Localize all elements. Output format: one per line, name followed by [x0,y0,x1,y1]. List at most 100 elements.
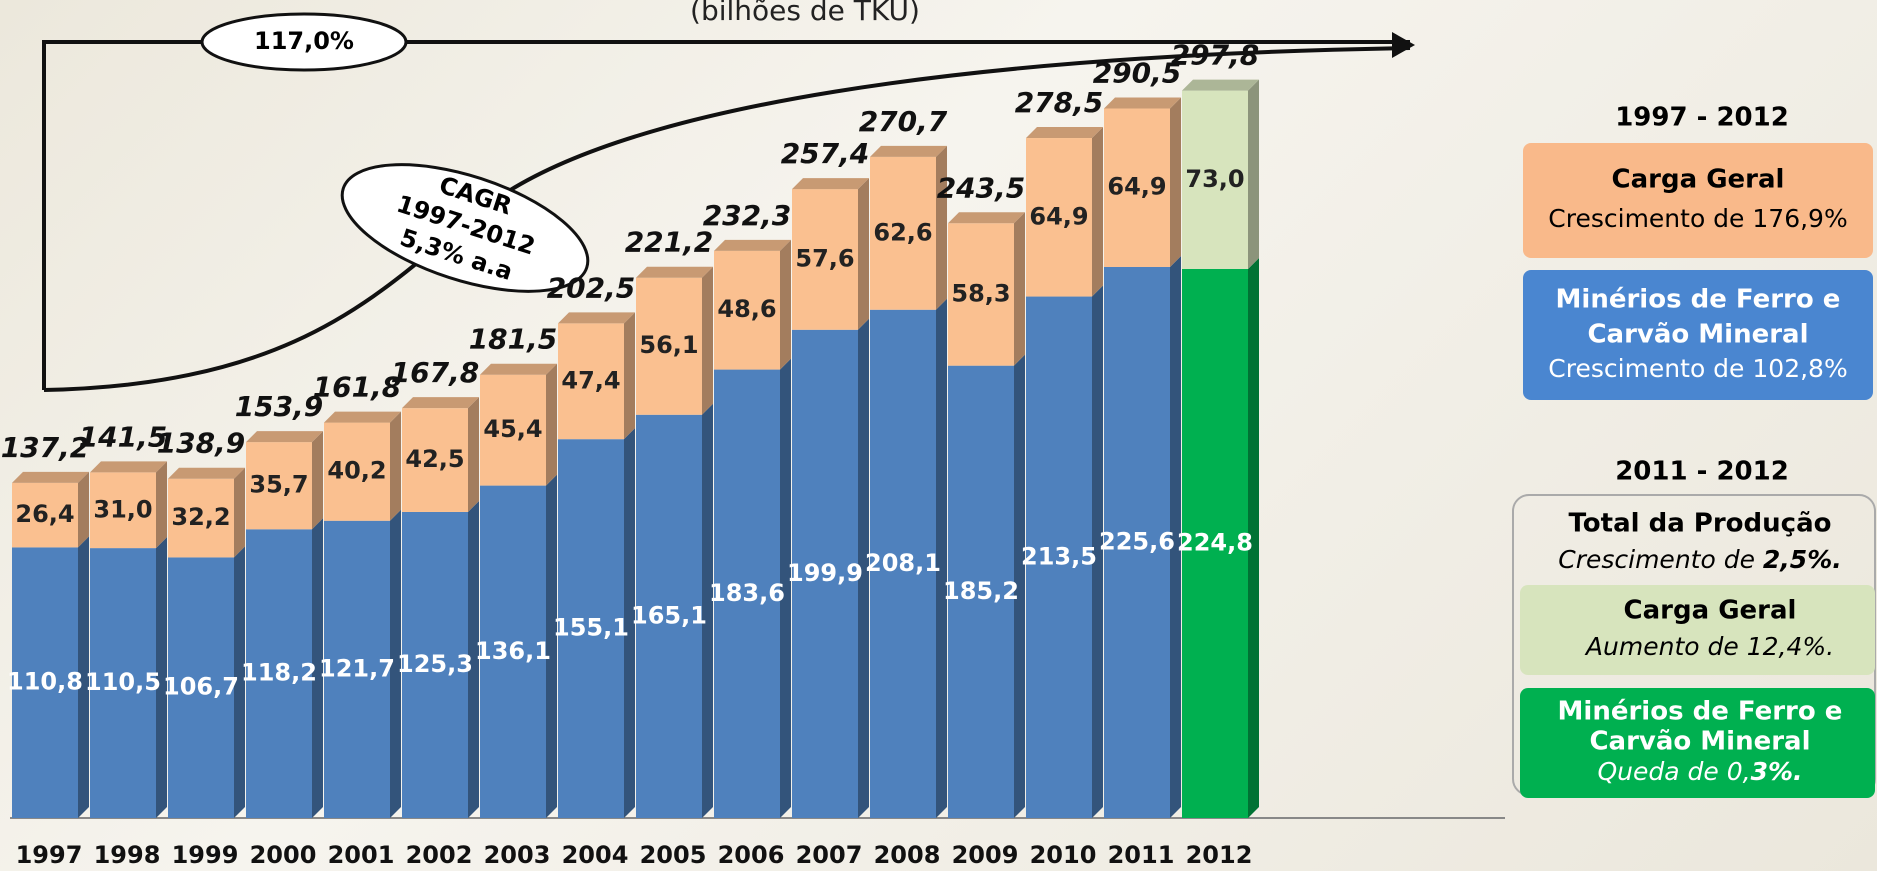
bar-side [858,178,869,330]
annotation: 117,0% [254,27,354,55]
x-tick-label: 2006 [718,841,785,869]
bar-side [234,468,245,558]
value-label: 110,8 [7,668,83,696]
value-label: 110,5 [85,668,161,696]
chart: (bilhões de TKU) 117,0% CAGR 1997-2012 5… [0,0,1877,871]
bar-top [636,267,713,278]
value-label: 213,5 [1021,542,1097,570]
x-tick-label: 2000 [250,841,317,869]
total-label: 167,8 [391,356,480,389]
x-tick-label: 1997 [16,841,83,869]
bar-top [792,178,869,189]
panel-title: Carvão Mineral [1589,727,1810,757]
value-label: 224,8 [1177,528,1253,556]
value-label: 58,3 [951,279,1010,307]
x-tick-label: 2012 [1186,841,1253,869]
x-tick-label: 2004 [562,841,629,869]
value-label: 208,1 [865,549,941,577]
value-label: 64,9 [1107,173,1166,201]
total-label: 181,5 [469,323,558,356]
bar-side [546,364,557,486]
value-label: 118,2 [241,659,317,687]
total-label: 257,4 [781,137,870,170]
value-label: 225,6 [1099,527,1175,555]
value-label: 47,4 [561,366,620,394]
x-tick-label: 2009 [952,841,1019,869]
x-tick-label: 2010 [1030,841,1097,869]
bar-top [870,146,947,157]
total-label: 221,2 [625,226,714,259]
value-label: 165,1 [631,601,707,629]
bar-side [624,312,635,439]
x-tick-label: 1998 [94,841,161,869]
value-label: 56,1 [639,331,698,359]
value-label: 136,1 [475,637,551,665]
arrow-head [1392,32,1415,58]
value-label: 199,9 [787,559,863,587]
x-tick-label: 2007 [796,841,863,869]
bar-top [714,240,791,251]
total-label: 138,9 [157,427,246,460]
value-label: 48,6 [717,295,776,323]
value-label: 62,6 [873,218,932,246]
bar-top [246,431,323,442]
bar-top [1182,80,1259,91]
total-label: 270,7 [859,105,948,138]
value-label: 106,7 [163,673,239,701]
bar-top [1026,127,1103,138]
value-label: 31,0 [93,495,152,523]
panel-heading: 2011 - 2012 [1615,457,1789,487]
x-tick-label: 2001 [328,841,395,869]
bar-side [1248,80,1259,269]
total-label: 232,3 [703,199,792,232]
bar-side [1014,212,1025,365]
bar-side [156,461,167,548]
value-label: 64,9 [1029,202,1088,230]
panel-text: Crescimento de 102,8% [1548,354,1847,383]
bar-side [780,240,791,370]
value-label: 35,7 [249,471,308,499]
panel-text: Crescimento de 2,5%. [1558,545,1842,574]
value-label: 45,4 [483,415,542,443]
value-label: 73,0 [1185,165,1244,193]
bar-side [702,267,713,415]
total-label: 278,5 [1015,86,1104,119]
value-label: 121,7 [319,654,395,682]
total-label: 141,5 [79,420,168,453]
panel-title: Minérios de Ferro e [1558,697,1843,727]
panel-title: Minérios de Ferro e [1556,285,1841,315]
bar-side [468,397,479,512]
bar-top [402,397,479,408]
x-tick-label: 2003 [484,841,551,869]
value-label: 155,1 [553,614,629,642]
value-label: 185,2 [943,577,1019,605]
value-label: 125,3 [397,650,473,678]
value-label: 42,5 [405,445,464,473]
panel-heading: 1997 - 2012 [1615,103,1789,133]
bar-top [324,412,401,423]
x-tick-label: 2002 [406,841,473,869]
panel [1523,143,1873,258]
panel-title: Carga Geral [1624,596,1797,626]
x-tick-label: 1999 [172,841,239,869]
bar-top [12,472,89,483]
bar-top [480,364,557,375]
x-tick-label: 2011 [1108,841,1175,869]
bar-top [558,312,635,323]
bar-top [90,461,167,472]
bar-side [390,412,401,521]
panel-text: Crescimento de 176,9% [1548,204,1847,233]
bar-side [1092,127,1103,297]
total-label: 137,2 [1,431,90,464]
bar-top [948,212,1025,223]
panel-text: Queda de 0,3%. [1597,757,1802,786]
value-label: 57,6 [795,244,854,272]
value-label: 183,6 [709,579,785,607]
total-label: 297,8 [1171,39,1260,72]
panel-text: Aumento de 12,4%. [1584,632,1834,661]
total-label: 290,5 [1093,56,1182,89]
x-tick-label: 2008 [874,841,941,869]
total-label: 153,9 [235,390,324,423]
subtitle: (bilhões de TKU) [690,0,920,27]
panel-title: Total da Produção [1569,509,1832,539]
